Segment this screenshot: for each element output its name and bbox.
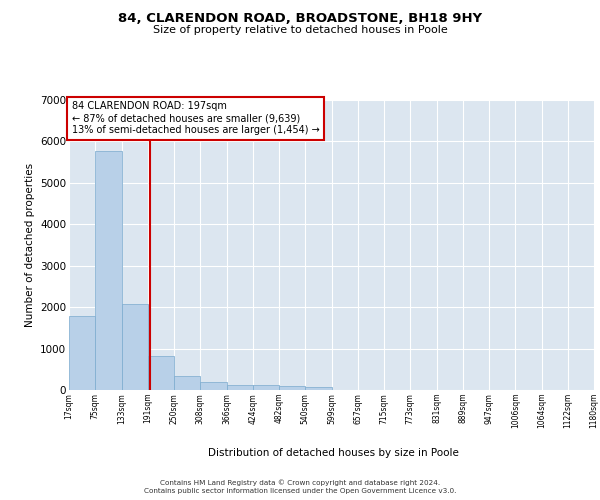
Text: 84 CLARENDON ROAD: 197sqm
← 87% of detached houses are smaller (9,639)
13% of se: 84 CLARENDON ROAD: 197sqm ← 87% of detac… [71,102,319,134]
Bar [253,386,279,390]
Text: Distribution of detached houses by size in Poole: Distribution of detached houses by size … [208,448,458,458]
Bar [69,316,95,390]
Bar [305,387,331,390]
Y-axis label: Number of detached properties: Number of detached properties [25,163,35,327]
Bar [200,382,227,390]
Bar [148,356,174,390]
Text: Size of property relative to detached houses in Poole: Size of property relative to detached ho… [152,25,448,35]
Bar [95,150,121,390]
Bar [279,386,305,390]
Bar [174,376,200,390]
Text: Contains HM Land Registry data © Crown copyright and database right 2024.
Contai: Contains HM Land Registry data © Crown c… [144,479,456,494]
Bar [227,385,253,390]
Text: 84, CLARENDON ROAD, BROADSTONE, BH18 9HY: 84, CLARENDON ROAD, BROADSTONE, BH18 9HY [118,12,482,26]
Bar [121,304,148,390]
